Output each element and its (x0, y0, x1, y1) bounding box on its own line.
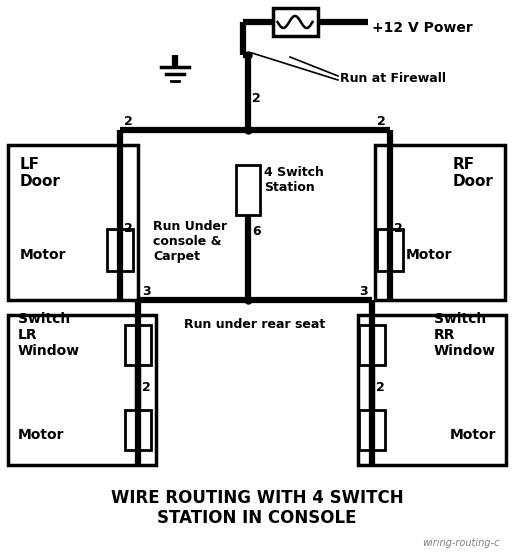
Text: Switch
RR
Window: Switch RR Window (434, 312, 496, 358)
Text: 2: 2 (124, 222, 133, 235)
Text: 2: 2 (376, 381, 385, 394)
Text: 2: 2 (377, 115, 386, 128)
Text: 4 Switch
Station: 4 Switch Station (264, 166, 324, 194)
Bar (272, 8, 318, 36)
Text: 3: 3 (142, 285, 151, 298)
Bar (377, 229, 403, 271)
Text: 2: 2 (252, 92, 261, 105)
Text: 2: 2 (394, 222, 403, 235)
Bar (125, 410, 151, 450)
Text: WIRE ROUTING WITH 4 SWITCH
STATION IN CONSOLE: WIRE ROUTING WITH 4 SWITCH STATION IN CO… (111, 489, 403, 528)
Text: Run Under
console &
Carpet: Run Under console & Carpet (153, 220, 227, 263)
Text: Switch
LR
Window: Switch LR Window (18, 312, 80, 358)
Text: 2: 2 (124, 115, 133, 128)
Bar (107, 229, 133, 271)
Bar (8, 315, 156, 465)
Text: 6: 6 (252, 225, 261, 238)
Text: Motor: Motor (20, 248, 66, 262)
Text: 3: 3 (359, 285, 368, 298)
Text: Motor: Motor (450, 428, 496, 442)
Bar (359, 410, 385, 450)
Text: Motor: Motor (406, 248, 452, 262)
Bar (375, 145, 505, 300)
Bar (125, 325, 151, 365)
Text: wiring-routing-c: wiring-routing-c (423, 538, 500, 548)
Bar (359, 325, 385, 365)
Text: Run at Firewall: Run at Firewall (340, 72, 446, 85)
Bar (236, 165, 260, 215)
Bar (8, 145, 138, 300)
Text: LF
Door: LF Door (20, 157, 61, 190)
Text: RF
Door: RF Door (452, 157, 493, 190)
Text: 2: 2 (142, 381, 151, 394)
Bar (358, 315, 506, 465)
Text: Motor: Motor (18, 428, 64, 442)
Text: Run under rear seat: Run under rear seat (185, 318, 326, 331)
Text: +12 V Power: +12 V Power (372, 21, 472, 35)
